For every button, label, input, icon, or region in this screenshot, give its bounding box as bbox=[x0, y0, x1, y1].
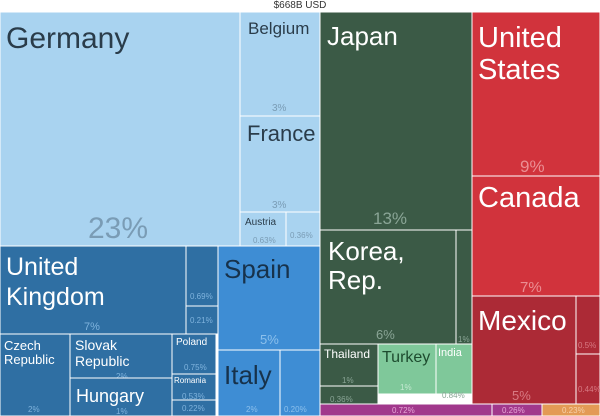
tile-india-22 bbox=[435, 343, 473, 395]
tile-romania-12 bbox=[171, 373, 217, 401]
tile-hungary-10 bbox=[69, 377, 173, 416]
tile-korea-rep-18 bbox=[319, 229, 457, 345]
tile-spain-14 bbox=[217, 245, 321, 351]
tile-label-japan-17: Japan bbox=[327, 21, 398, 51]
tile-value-united-states-24: 9% bbox=[520, 157, 545, 176]
tile-value-united-kingdom-5: 7% bbox=[84, 321, 100, 333]
tile-value-thailand-19: 1% bbox=[342, 376, 354, 385]
tile-belgium-1 bbox=[239, 12, 321, 117]
treemap-chart: Germany 23% Belgium 3% France 3% Austria 0.63% 0… bbox=[0, 12, 600, 416]
tile-value-unlabeled-23: 1% bbox=[458, 335, 470, 344]
tile-label-canada-25: Canada bbox=[478, 182, 580, 214]
tile-value-poland-11: 0.75% bbox=[184, 363, 207, 372]
tile-value-unlabeled-13: 0.22% bbox=[182, 404, 205, 413]
tile-value-germany-0: 23% bbox=[88, 212, 148, 245]
tile-value-japan-17: 13% bbox=[373, 209, 407, 228]
tile-thailand-19 bbox=[319, 343, 379, 387]
tile-value-spain-14: 5% bbox=[260, 332, 279, 347]
tile-label-thailand-19: Thailand bbox=[324, 347, 370, 361]
tile-value-unlabeled-7: 0.21% bbox=[190, 316, 213, 325]
tile-label-united-kingdom-5: United Kingdom bbox=[6, 253, 105, 311]
tile-value-unlabeled-4: 0.36% bbox=[290, 231, 313, 240]
tile-value-austria-3: 0.63% bbox=[253, 236, 276, 245]
tile-value-czech-republic-8: 2% bbox=[28, 405, 40, 414]
tile-value-unlabeled-20: 0.36% bbox=[330, 395, 353, 404]
tile-unlabeled-28 bbox=[575, 353, 600, 405]
tile-canada-25 bbox=[471, 175, 600, 297]
tile-label-czech-republic-8: Czech Republic bbox=[4, 338, 55, 367]
tile-label-poland-11: Poland bbox=[176, 337, 207, 348]
tile-value-france-2: 3% bbox=[272, 200, 287, 211]
tile-unlabeled-31 bbox=[541, 403, 600, 416]
tile-poland-11 bbox=[171, 333, 217, 375]
tile-italy-15 bbox=[217, 349, 281, 416]
tile-value-italy-15: 2% bbox=[246, 405, 258, 414]
tile-label-india-22: India bbox=[438, 347, 463, 359]
tile-japan-17 bbox=[319, 12, 473, 231]
tile-unlabeled-13 bbox=[171, 399, 217, 416]
tile-value-mexico-26: 5% bbox=[512, 388, 531, 403]
tile-value-unlabeled-28: 0.44% bbox=[578, 385, 600, 394]
tile-label-hungary-10: Hungary bbox=[76, 386, 144, 406]
tile-unlabeled-16 bbox=[279, 349, 321, 416]
tile-germany-0 bbox=[0, 12, 241, 247]
tile-unlabeled-4 bbox=[285, 211, 321, 247]
tile-label-belgium-1: Belgium bbox=[248, 19, 309, 38]
tile-value-romania-12: 0.53% bbox=[182, 392, 205, 401]
tile-label-austria-3: Austria bbox=[245, 217, 277, 228]
tile-value-unlabeled-30: 0.26% bbox=[502, 406, 525, 415]
tile-value-slovak-republic-9: 2% bbox=[116, 372, 128, 381]
tile-label-slovak-republic-9: Slovak Republic bbox=[75, 337, 129, 369]
tile-value-india-22: 0.84% bbox=[442, 391, 465, 400]
tile-value-unlabeled-6: 0.69% bbox=[190, 292, 213, 301]
tile-value-hungary-10: 1% bbox=[116, 407, 128, 416]
tile-label-france-2: France bbox=[247, 121, 315, 146]
tile-slovak-republic-9 bbox=[69, 333, 173, 379]
tile-label-spain-14: Spain bbox=[224, 254, 291, 284]
tile-value-korea-rep-18: 6% bbox=[376, 327, 395, 342]
tile-label-united-states-24: United States bbox=[478, 22, 562, 86]
tile-value-unlabeled-31: 0.23% bbox=[562, 406, 585, 415]
chart-title: $668B USD bbox=[273, 0, 327, 11]
tile-value-unlabeled-29: 0.72% bbox=[392, 406, 415, 415]
tile-unlabeled-23 bbox=[455, 229, 473, 345]
tile-value-canada-25: 7% bbox=[520, 279, 542, 296]
tile-value-unlabeled-16: 0.20% bbox=[284, 405, 307, 414]
tile-value-turkey-21: 1% bbox=[400, 383, 412, 392]
tile-label-romania-12: Romania bbox=[174, 376, 207, 385]
tile-value-unlabeled-27: 0.5% bbox=[578, 341, 596, 350]
tile-austria-3 bbox=[239, 211, 287, 247]
tile-value-belgium-1: 3% bbox=[272, 103, 287, 114]
tile-label-germany-0: Germany bbox=[6, 22, 129, 55]
tile-label-italy-15: Italy bbox=[224, 360, 272, 390]
tile-united-kingdom-5 bbox=[0, 245, 187, 335]
tile-unlabeled-27 bbox=[575, 295, 600, 355]
tile-label-korea-rep-18: Korea, Rep. bbox=[328, 236, 405, 295]
tile-label-turkey-21: Turkey bbox=[382, 349, 430, 366]
tile-czech-republic-8 bbox=[0, 333, 71, 416]
tile-label-mexico-26: Mexico bbox=[478, 305, 567, 336]
